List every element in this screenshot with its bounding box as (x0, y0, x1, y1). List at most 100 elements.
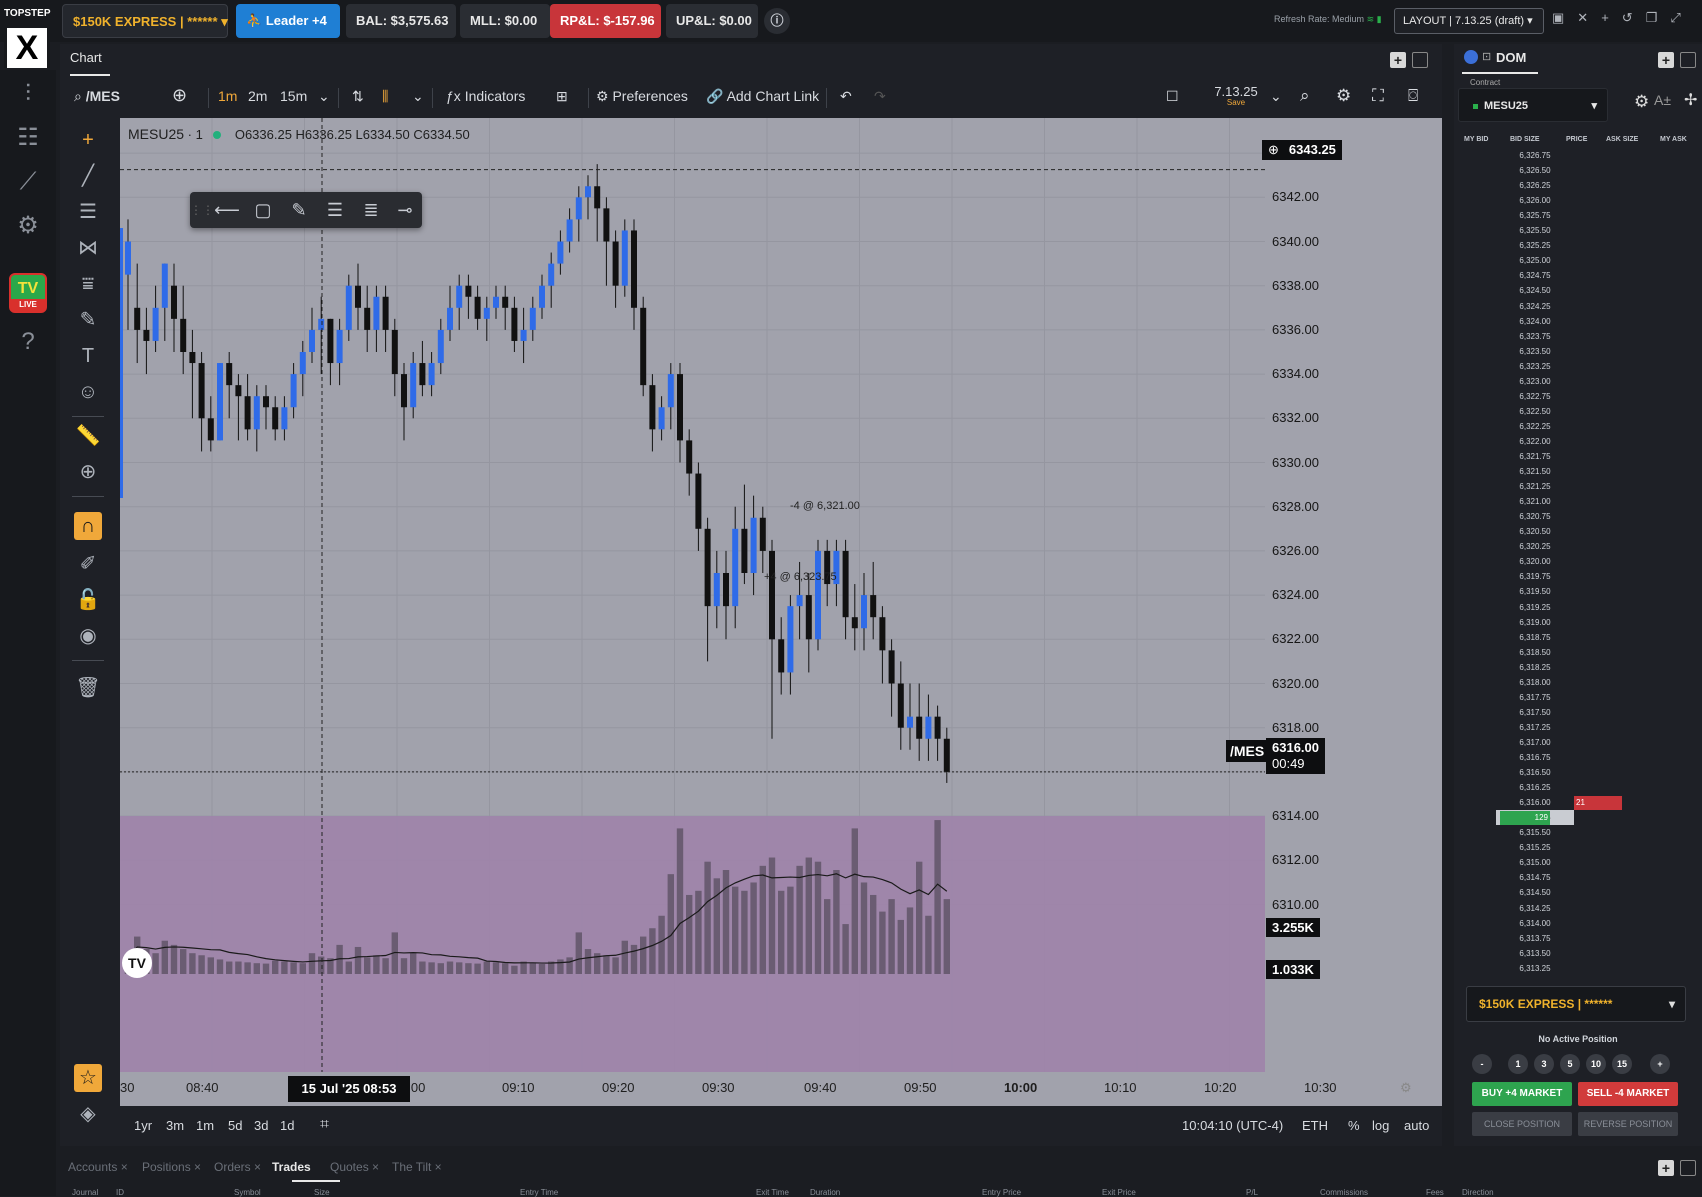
ask-size-bar[interactable]: 21 (1574, 796, 1622, 811)
save-icon[interactable]: ▣ (1552, 10, 1578, 25)
layout-selector[interactable]: LAYOUT | 7.13.25 (draft) ▾ (1394, 8, 1544, 34)
camera-icon[interactable]: ⌼ (1408, 86, 1419, 105)
redo-icon[interactable]: ↷ (874, 88, 886, 104)
lock-icon[interactable]: 🔓 (75, 589, 101, 611)
dom-price-row[interactable]: 6,326.50 (1519, 166, 1551, 176)
undo-icon[interactable]: ↶ (840, 88, 852, 104)
buy-market-button[interactable]: BUY +4 MARKET (1472, 1082, 1572, 1106)
range-1d[interactable]: 1d (280, 1118, 295, 1133)
tab-chart[interactable]: Chart (70, 50, 102, 65)
log-toggle[interactable]: log (1372, 1118, 1390, 1133)
tab-the-tilt[interactable]: The Tilt × (392, 1160, 442, 1174)
trash-icon[interactable]: 🗑 (75, 677, 101, 699)
close-position-button[interactable]: CLOSE POSITION (1472, 1112, 1572, 1136)
column-header[interactable]: Size (314, 1188, 330, 1197)
dom-price-row[interactable]: 6,320.50 (1519, 527, 1551, 537)
dom-price-row[interactable]: 6,324.25 (1519, 301, 1551, 311)
indicators-button[interactable]: ƒx Indicators (446, 88, 526, 104)
dom-price-row[interactable]: 6,322.75 (1519, 391, 1551, 401)
column-header[interactable]: Fees (1426, 1188, 1444, 1197)
fib-icon[interactable]: ⩸ (81, 273, 95, 295)
dom-price-row[interactable]: 6,317.75 (1519, 692, 1551, 702)
contract-selector[interactable]: MESU25 ▾ (1458, 88, 1608, 122)
crosshair-icon[interactable]: + (82, 129, 94, 151)
emoji-icon[interactable]: ☺ (77, 381, 99, 403)
dom-price-row[interactable]: 6,315.50 (1519, 828, 1551, 838)
session-toggle[interactable]: ETH (1302, 1118, 1328, 1133)
dom-grid-icon[interactable]: ⊡ (1482, 51, 1492, 63)
dom-price-row[interactable]: 6,316.00 (1519, 798, 1551, 808)
dom-price-row[interactable]: 6,318.00 (1519, 677, 1551, 687)
chart-type-dropdown-icon[interactable]: ⌄ (412, 88, 424, 104)
qty-10-button[interactable]: 10 (1586, 1054, 1606, 1074)
dom-price-row[interactable]: 6,323.25 (1519, 361, 1551, 371)
qty-increase-button[interactable]: + (1650, 1054, 1670, 1074)
zoom-in-icon[interactable]: ⊕ (79, 461, 97, 483)
trendline-icon[interactable]: ╱ (81, 165, 95, 187)
undo-icon[interactable]: ↺ (1621, 10, 1646, 25)
dom-price-row[interactable]: 6,316.25 (1519, 783, 1551, 793)
clock-display[interactable]: 10:04:10 (UTC-4) (1182, 1118, 1284, 1133)
column-header[interactable]: Duration (810, 1188, 841, 1197)
chart-plot[interactable]: MESU25 · 1 O6336.25 H6336.25 L6334.50 C63… (120, 118, 1442, 1105)
leader-button[interactable]: ⛹ Leader +4 (236, 4, 340, 38)
dom-price-row[interactable]: 6,319.75 (1519, 572, 1551, 582)
range-1m[interactable]: 1m (196, 1118, 215, 1133)
qty-5-button[interactable]: 5 (1560, 1054, 1580, 1074)
dom-price-row[interactable]: 6,326.25 (1519, 181, 1551, 191)
center-icon[interactable]: ✢ (1684, 92, 1698, 109)
add-chart-link-button[interactable]: 🔗 Add Chart Link (706, 88, 820, 104)
eye-icon[interactable]: ◉ (79, 625, 97, 647)
dom-price-row[interactable]: 6,314.25 (1519, 903, 1551, 913)
add-icon[interactable]: + (1601, 10, 1622, 25)
trading-icon[interactable]: ⫶ (25, 80, 31, 107)
dom-price-row[interactable]: 6,313.75 (1519, 933, 1551, 943)
column-header[interactable]: Exit Price (1102, 1188, 1136, 1197)
dom-price-row[interactable]: 6,316.50 (1519, 768, 1551, 778)
qty-3-button[interactable]: 3 (1534, 1054, 1554, 1074)
quick-search-icon[interactable]: ⌕ (1300, 86, 1310, 105)
dom-account-selector[interactable]: $150K EXPRESS | ****** ▾ (1466, 986, 1686, 1022)
layers-icon[interactable]: ◈ (80, 1103, 96, 1125)
dom-price-row[interactable]: 6,321.25 (1519, 482, 1551, 492)
info-icon[interactable]: ⓘ (764, 8, 790, 34)
dom-price-row[interactable]: 6,318.25 (1519, 662, 1551, 672)
add-panel-icon[interactable]: + (1658, 1160, 1674, 1176)
dom-price-row[interactable]: 6,323.00 (1519, 376, 1551, 386)
chart-canvas[interactable] (120, 118, 1442, 1072)
add-panel-icon[interactable]: + (1658, 52, 1674, 68)
pen-tool-icon[interactable]: ✎ (291, 200, 307, 220)
rectangle-tool-icon[interactable]: ▢ (254, 200, 272, 220)
dom-price-row[interactable]: 6,323.75 (1519, 331, 1551, 341)
magnet-icon[interactable]: ∩ (74, 512, 102, 540)
dom-price-row[interactable]: 6,322.50 (1519, 406, 1551, 416)
reverse-position-button[interactable]: REVERSE POSITION (1578, 1112, 1678, 1136)
candles-icon[interactable]: ⫼ (382, 88, 389, 104)
fullscreen-icon[interactable]: ⛶ (1372, 86, 1384, 105)
community-icon[interactable]: ☷ (17, 124, 39, 151)
dom-price-row[interactable]: 6,325.75 (1519, 211, 1551, 221)
add-order-icon[interactable]: ⊕ (1268, 142, 1279, 157)
dom-price-row[interactable]: 6,313.50 (1519, 948, 1551, 958)
add-panel-icon[interactable]: + (1390, 52, 1406, 68)
dom-price-row[interactable]: 6,323.50 (1519, 346, 1551, 356)
tab-positions[interactable]: Positions × (142, 1160, 202, 1174)
bid-size-bar[interactable]: 129 (1500, 811, 1550, 826)
sell-market-button[interactable]: SELL -4 MARKET (1578, 1082, 1678, 1106)
column-header[interactable]: Commissions (1320, 1188, 1369, 1197)
text-icon[interactable]: T (81, 345, 95, 367)
dom-price-row[interactable]: 6,325.50 (1519, 226, 1551, 236)
symbol-search[interactable]: ⌕ /MES (74, 88, 120, 104)
column-header[interactable]: Entry Price (982, 1188, 1022, 1197)
column-header[interactable]: Symbol (234, 1188, 261, 1197)
preferences-button[interactable]: ⚙ Preferences (596, 88, 688, 104)
dom-price-row[interactable]: 6,324.00 (1519, 316, 1551, 326)
settings-icon[interactable]: ⚙ (1336, 86, 1352, 105)
tab-orders[interactable]: Orders × (214, 1160, 262, 1174)
help-icon[interactable]: ? (21, 328, 35, 355)
time-settings-icon[interactable]: ⚙ (1400, 1080, 1412, 1095)
dom-price-row[interactable]: 6,325.25 (1519, 241, 1551, 251)
dom-price-row[interactable]: 6,317.25 (1519, 722, 1551, 732)
qty-15-button[interactable]: 15 (1612, 1054, 1632, 1074)
range-1yr[interactable]: 1yr (134, 1118, 153, 1133)
